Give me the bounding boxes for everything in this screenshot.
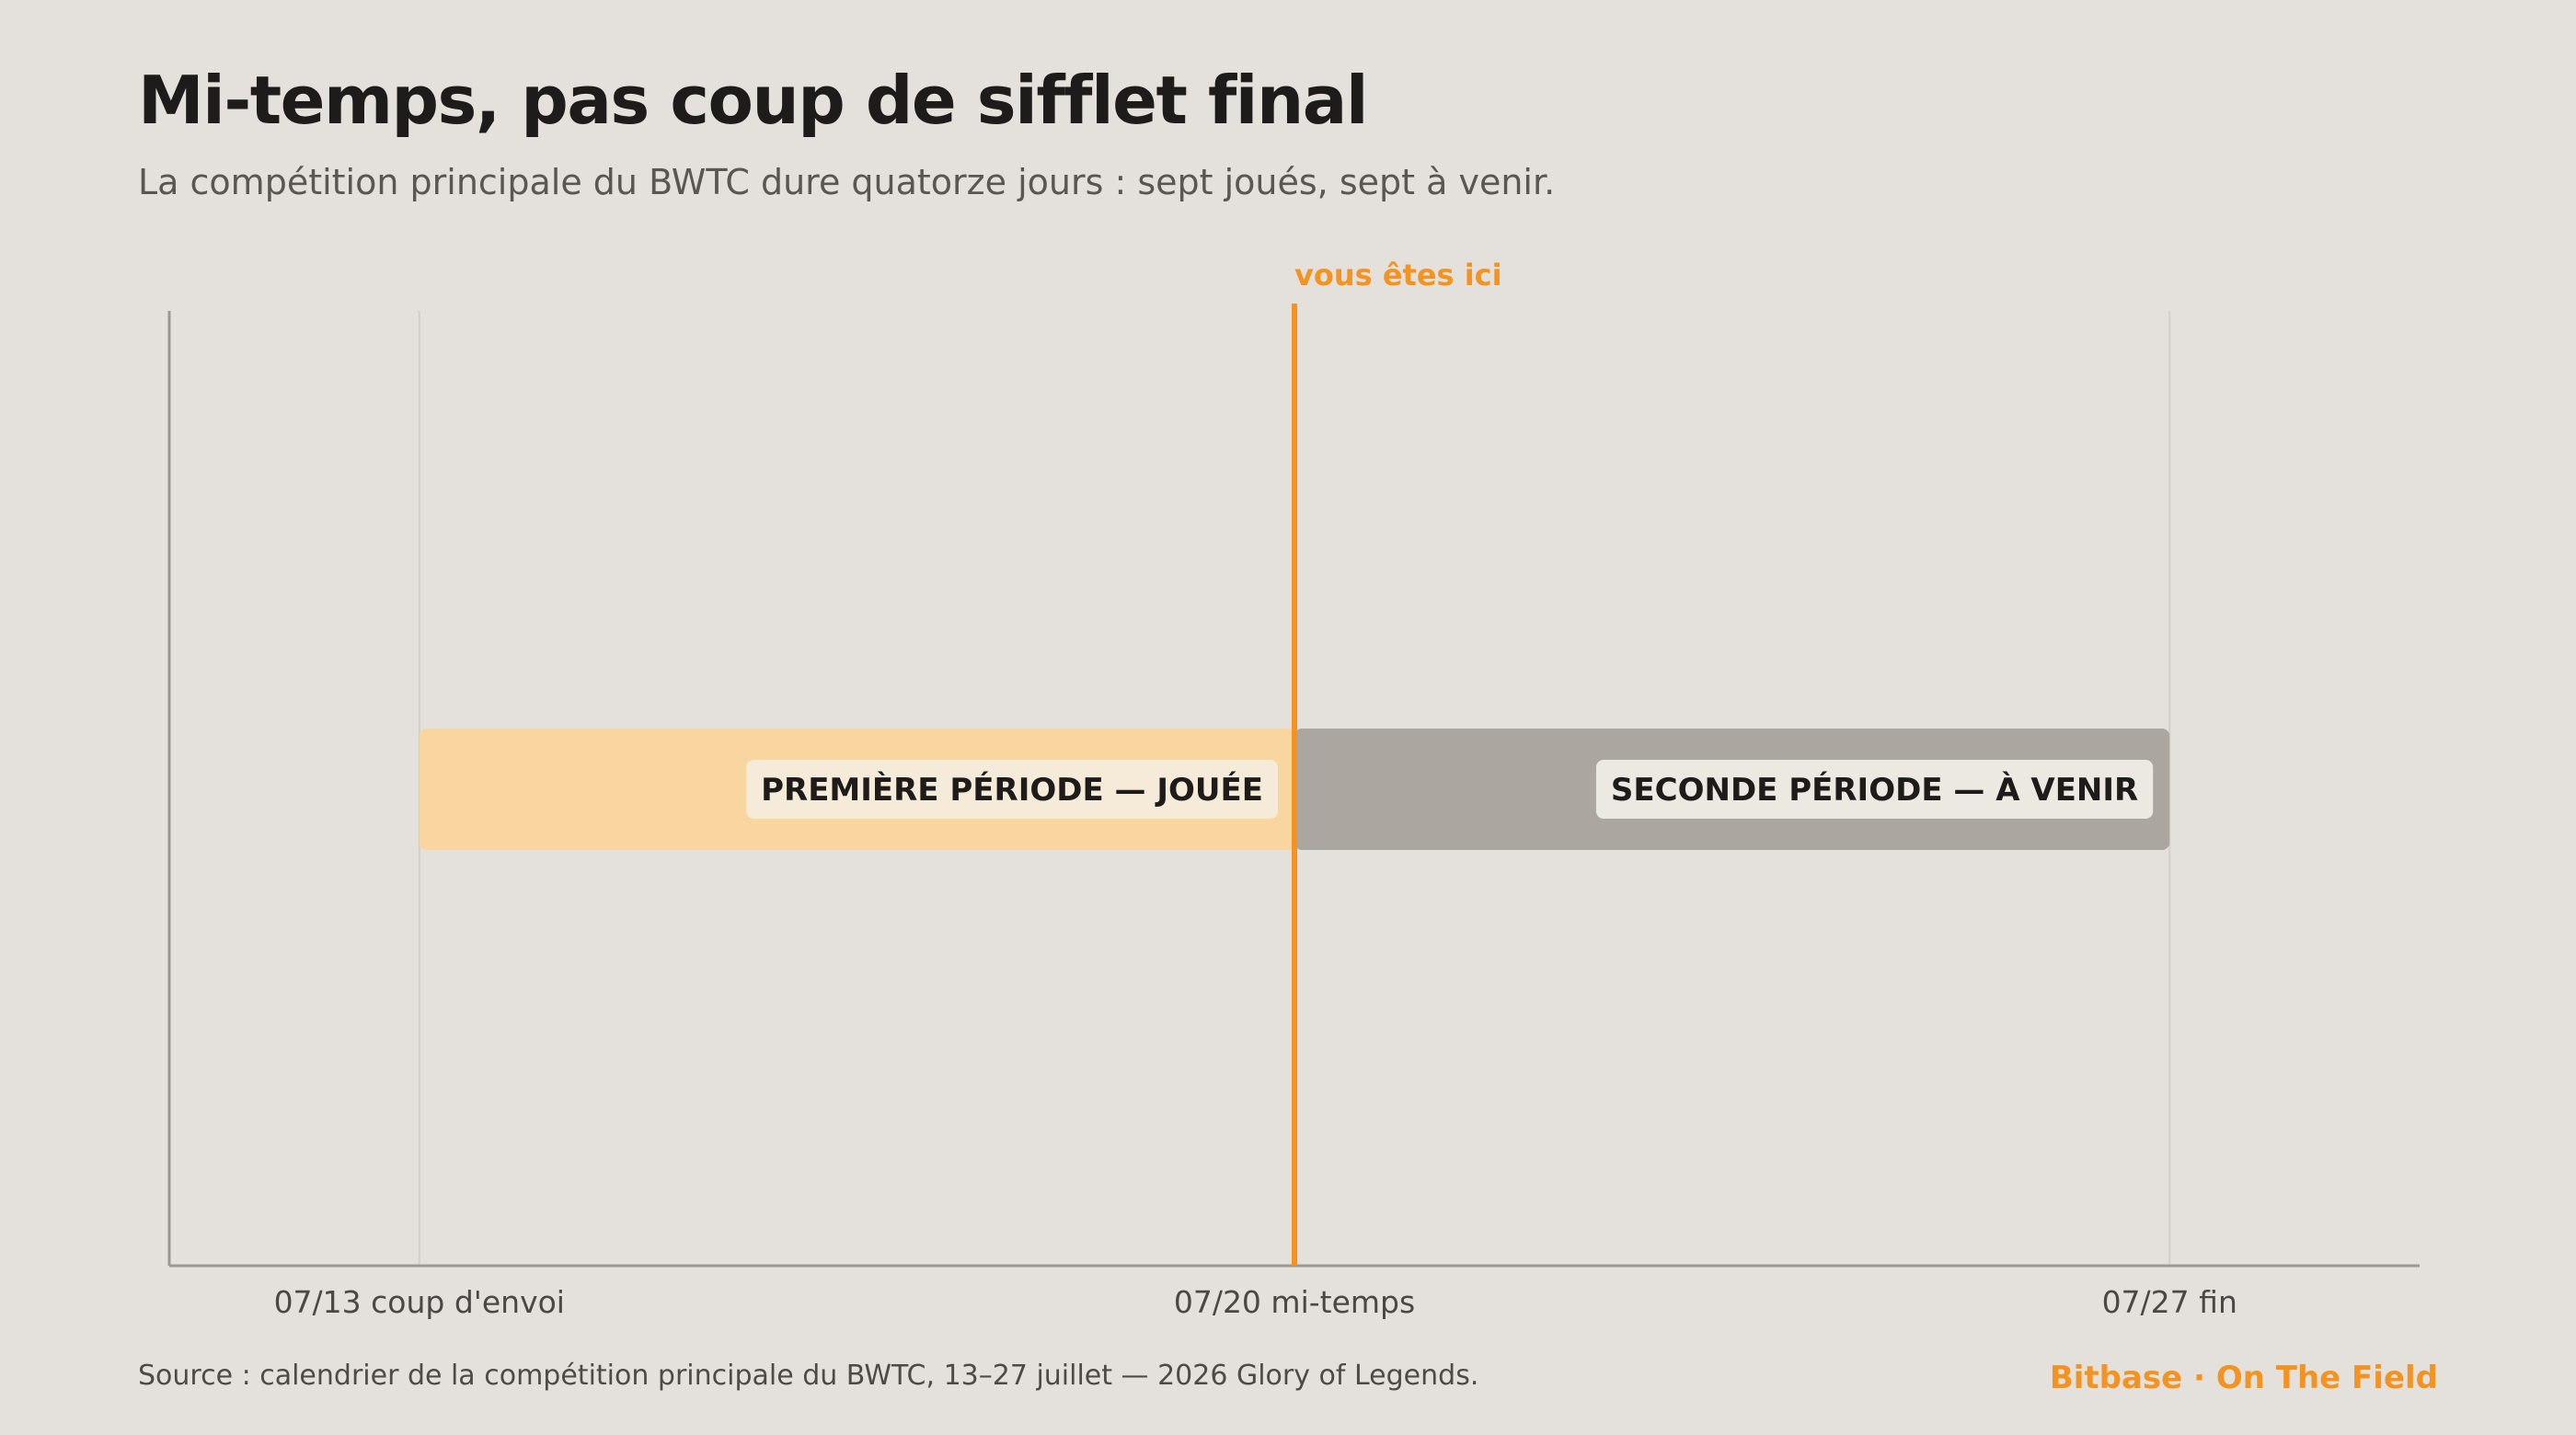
axis-layer: 07/13 coup d'envoi 07/20 mi-temps 07/27 fi… bbox=[167, 311, 2420, 1320]
segment-played-label: PREMIÈRE PÉRIODE — JOUÉE bbox=[761, 771, 1263, 809]
chart-subtitle: La compétition principale du BWTC dure q… bbox=[138, 162, 1556, 202]
current-position-label: vous êtes ici bbox=[1294, 258, 1502, 293]
x-tick-label: 07/20 mi-temps bbox=[1174, 1284, 1415, 1320]
segment-layer: PREMIÈRE PÉRIODE — JOUÉE SECONDE PÉRIODE … bbox=[419, 729, 2170, 850]
segment-played-label-box bbox=[746, 760, 1278, 819]
brand-credit: Bitbase · On The Field bbox=[2049, 1360, 2438, 1396]
x-tick-label: 07/27 fin bbox=[2102, 1284, 2237, 1320]
x-tick-label: 07/13 coup d'envoi bbox=[274, 1284, 565, 1320]
source-note: Source : calendrier de la compétition pr… bbox=[138, 1360, 1479, 1392]
marker-layer: vous êtes ici bbox=[1292, 258, 1502, 1266]
segment-upcoming-label: SECONDE PÉRIODE — À VENIR bbox=[1611, 771, 2138, 809]
segment-upcoming-label-box bbox=[1595, 760, 2154, 819]
chart-title: Mi-temps, pas coup de sifflet final bbox=[138, 62, 1369, 139]
